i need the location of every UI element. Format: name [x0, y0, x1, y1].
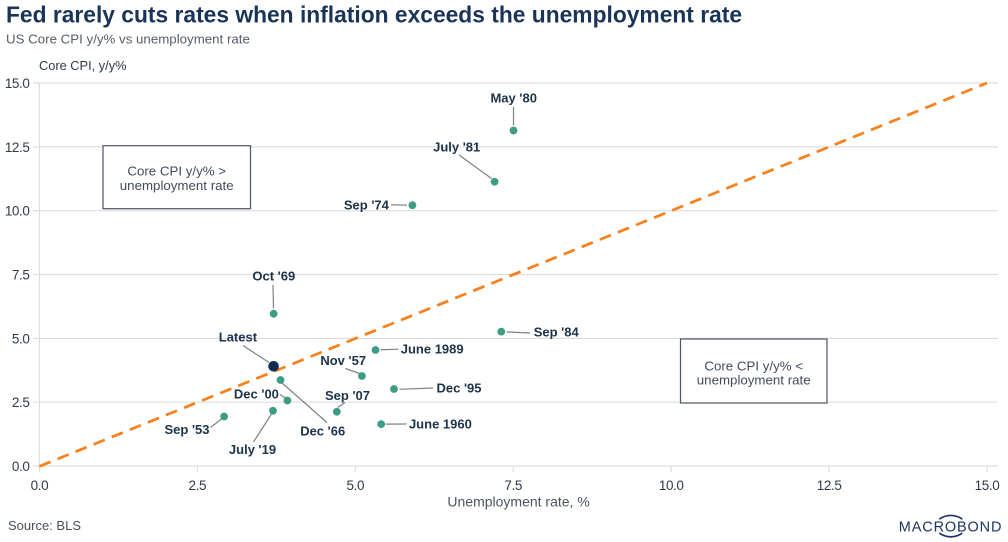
- svg-text:Source: BLS: Source: BLS: [8, 518, 81, 533]
- svg-text:July '81: July '81: [433, 140, 480, 155]
- svg-text:Unemployment rate, %: Unemployment rate, %: [447, 494, 589, 510]
- svg-text:unemployment rate: unemployment rate: [120, 178, 234, 193]
- svg-text:Core CPI, y/y%: Core CPI, y/y%: [39, 58, 126, 73]
- svg-text:Core CPI y/y% <: Core CPI y/y% <: [704, 358, 803, 373]
- svg-text:12.5: 12.5: [5, 140, 30, 155]
- svg-text:2.5: 2.5: [12, 395, 30, 410]
- svg-text:15.0: 15.0: [975, 478, 1000, 493]
- svg-text:June 1989: June 1989: [401, 342, 464, 357]
- svg-text:Oct '69: Oct '69: [252, 269, 295, 284]
- svg-text:5.0: 5.0: [12, 331, 30, 346]
- svg-text:MACROBOND: MACROBOND: [899, 519, 1003, 535]
- svg-text:US Core CPI y/y% vs unemployme: US Core CPI y/y% vs unemployment rate: [6, 32, 250, 47]
- svg-text:10.0: 10.0: [5, 204, 30, 219]
- svg-text:Dec '66: Dec '66: [300, 424, 345, 439]
- svg-text:5.0: 5.0: [347, 478, 365, 493]
- svg-text:Fed rarely cuts rates when inf: Fed rarely cuts rates when inflation exc…: [6, 2, 742, 28]
- svg-text:Core CPI y/y% >: Core CPI y/y% >: [127, 164, 226, 179]
- svg-text:June 1960: June 1960: [409, 417, 472, 432]
- svg-text:0.0: 0.0: [12, 459, 30, 474]
- svg-text:15.0: 15.0: [5, 76, 30, 91]
- svg-text:May '80: May '80: [490, 91, 536, 106]
- svg-text:unemployment rate: unemployment rate: [697, 373, 811, 388]
- svg-text:10.0: 10.0: [659, 478, 684, 493]
- svg-text:7.5: 7.5: [504, 478, 522, 493]
- svg-text:0.0: 0.0: [31, 478, 49, 493]
- svg-text:Dec '95: Dec '95: [436, 381, 481, 396]
- svg-text:7.5: 7.5: [12, 267, 30, 282]
- svg-text:2.5: 2.5: [189, 478, 207, 493]
- svg-text:Sep '84: Sep '84: [534, 324, 580, 339]
- svg-text:Sep '53: Sep '53: [164, 422, 209, 437]
- svg-text:Dec '00: Dec '00: [234, 387, 279, 402]
- svg-text:Latest: Latest: [219, 330, 258, 345]
- svg-text:Sep '74: Sep '74: [344, 197, 390, 212]
- svg-text:July '19: July '19: [229, 442, 276, 457]
- svg-text:12.5: 12.5: [817, 478, 842, 493]
- svg-text:Sep '07: Sep '07: [325, 388, 370, 403]
- svg-text:Nov '57: Nov '57: [320, 353, 366, 368]
